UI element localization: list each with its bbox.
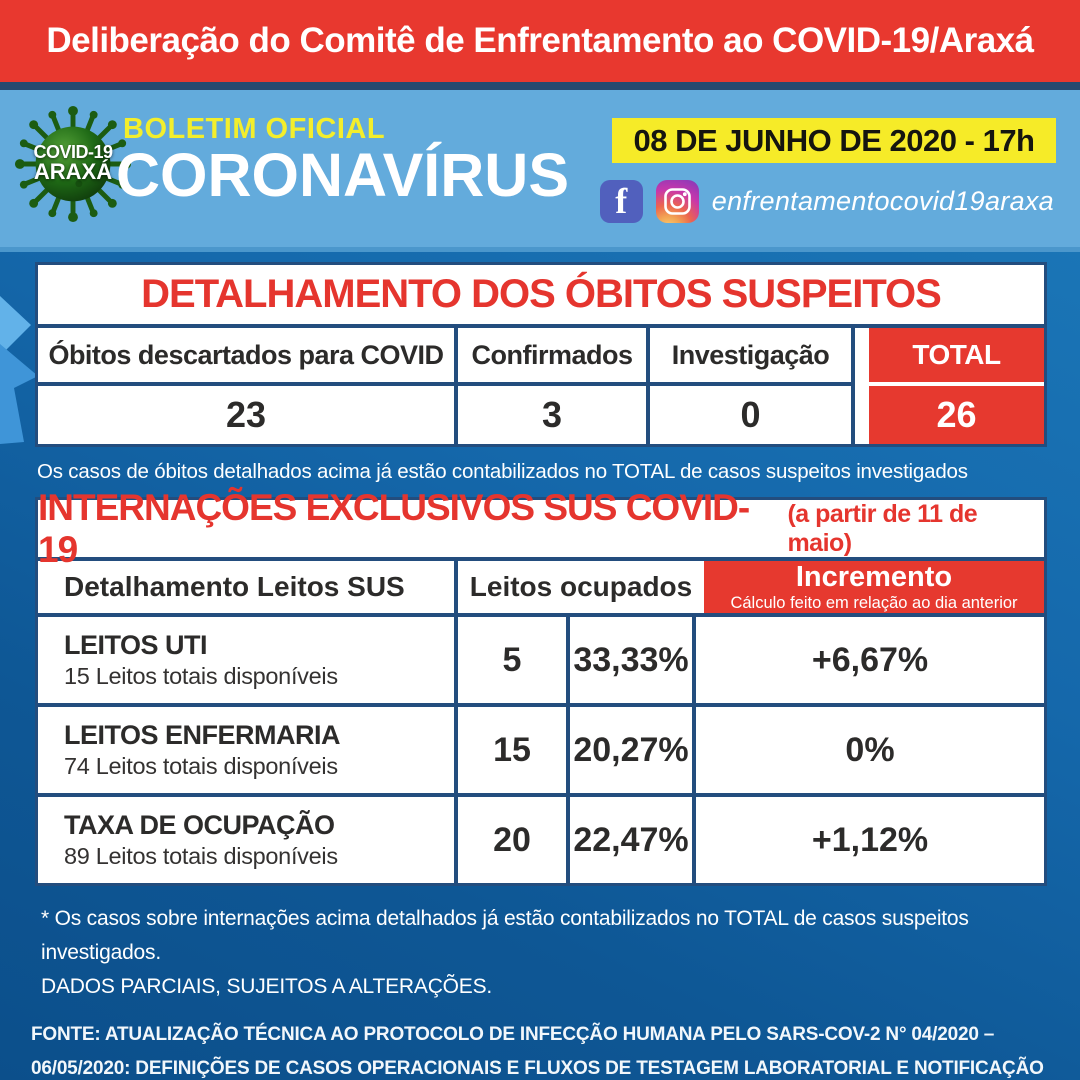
- source-text: FONTE: ATUALIZAÇÃO TÉCNICA AO PROTOCOLO …: [31, 1024, 1044, 1079]
- obitos-table: DETALHAMENTO DOS ÓBITOS SUSPEITOS Óbitos…: [35, 262, 1047, 447]
- decorative-shape: [0, 296, 38, 444]
- header-band: COVID-19 ARAXÁ BOLETIM OFICIAL CORONAVÍR…: [0, 90, 1080, 252]
- col-header-descartados: Óbitos descartados para COVID: [38, 328, 458, 386]
- occupied-value: 5: [458, 617, 570, 703]
- footnote-line1: * Os casos sobre internações acima detal…: [41, 907, 969, 964]
- value-total: 26: [869, 386, 1044, 444]
- col-header-detalhamento: Detalhamento Leitos SUS: [38, 561, 458, 617]
- row-label-cell: TAXA DE OCUPAÇÃO 89 Leitos totais dispon…: [38, 797, 458, 883]
- table-row: LEITOS UTI 15 Leitos totais disponíveis …: [38, 617, 1044, 707]
- logo-text: COVID-19 ARAXÁ: [12, 143, 134, 184]
- internacoes-header-row: Detalhamento Leitos SUS Leitos ocupados …: [38, 561, 1044, 617]
- coronavirus-title: CORONAVÍRUS: [116, 141, 570, 209]
- obitos-table-title: DETALHAMENTO DOS ÓBITOS SUSPEITOS: [141, 272, 942, 316]
- internacoes-title-band: INTERNAÇÕES EXCLUSIVOS SUS COVID-19 (a p…: [38, 487, 1044, 570]
- incremento-sublabel: Cálculo feito em relação ao dia anterior: [730, 593, 1018, 612]
- top-banner: Deliberação do Comitê de Enfrentamento a…: [0, 0, 1080, 82]
- col-header-ocupados: Leitos ocupados: [458, 561, 704, 617]
- social-handle[interactable]: enfrentamentocovid19araxa: [711, 186, 1054, 216]
- top-banner-title: Deliberação do Comitê de Enfrentamento a…: [46, 21, 1034, 60]
- value-descartados: 23: [38, 386, 458, 444]
- internacoes-title-suffix: (a partir de 11 de maio): [787, 499, 978, 557]
- col-header-total: TOTAL: [869, 328, 1044, 386]
- row-label-cell: LEITOS ENFERMARIA 74 Leitos totais dispo…: [38, 707, 458, 793]
- social-row: f enfrentamentocovid19araxa: [599, 180, 1054, 223]
- obitos-header-row: Óbitos descartados para COVID Confirmado…: [38, 328, 1044, 386]
- facebook-icon[interactable]: f: [599, 180, 643, 223]
- percent-value: 33,33%: [570, 617, 696, 703]
- percent-value: 20,27%: [570, 707, 696, 793]
- logo-line2: ARAXÁ: [33, 159, 113, 185]
- footnote-line2: DADOS PARCIAIS, SUJEITOS A ALTERAÇÕES.: [41, 975, 493, 998]
- internacoes-title: INTERNAÇÕES EXCLUSIVOS SUS COVID-19: [38, 486, 750, 570]
- col-header-investigacao: Investigação: [650, 328, 855, 386]
- table-row: LEITOS ENFERMARIA 74 Leitos totais dispo…: [38, 707, 1044, 797]
- logo-line1: COVID-19: [33, 142, 113, 162]
- boletim-oficial-label: BOLETIM OFICIAL: [123, 113, 386, 145]
- spacer: [855, 328, 869, 386]
- divider: [0, 82, 1080, 90]
- incremento-label: Incremento: [795, 561, 953, 594]
- value-investigacao: 0: [650, 386, 855, 444]
- increment-value: +6,67%: [811, 640, 929, 679]
- col-header-incremento: Incremento Cálculo feito em relação ao d…: [704, 561, 1044, 617]
- value-confirmados: 3: [458, 386, 650, 444]
- covid-araxa-logo: COVID-19 ARAXÁ: [12, 96, 134, 232]
- internacoes-footnotes: * Os casos sobre internações acima detal…: [41, 902, 1047, 1004]
- date-badge-text: 08 DE JUNHO DE 2020 - 17h: [633, 122, 1035, 158]
- occupied-value: 15: [458, 707, 570, 793]
- occupied-value: 20: [458, 797, 570, 883]
- instagram-icon[interactable]: [655, 180, 699, 223]
- main-content: DETALHAMENTO DOS ÓBITOS SUSPEITOS Óbitos…: [31, 262, 1047, 1080]
- internacoes-table: INTERNAÇÕES EXCLUSIVOS SUS COVID-19 (a p…: [35, 487, 1047, 886]
- col-header-confirmados: Confirmados: [458, 328, 650, 386]
- obitos-values-row: 23 3 0 26: [38, 386, 1044, 444]
- percent-value: 22,47%: [570, 797, 696, 883]
- table-row: TAXA DE OCUPAÇÃO 89 Leitos totais dispon…: [38, 797, 1044, 883]
- obitos-table-title-band: DETALHAMENTO DOS ÓBITOS SUSPEITOS: [38, 265, 1044, 328]
- spacer: [855, 386, 869, 444]
- increment-value: 0%: [845, 730, 895, 769]
- increment-value: +1,12%: [811, 820, 929, 859]
- obitos-note: Os casos de óbitos detalhados acima já e…: [37, 460, 968, 483]
- camera-glyph: [663, 188, 691, 215]
- virus-icon: [14, 105, 132, 223]
- date-badge: 08 DE JUNHO DE 2020 - 17h: [612, 118, 1056, 163]
- row-label-cell: LEITOS UTI 15 Leitos totais disponíveis: [38, 617, 458, 703]
